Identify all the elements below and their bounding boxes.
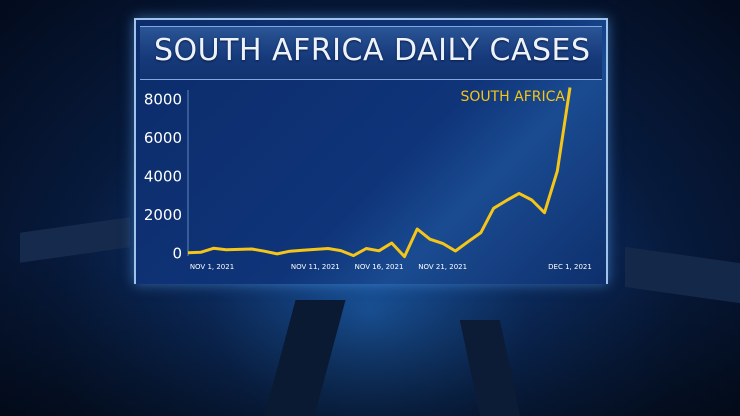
x-tick-label: NOV 21, 2021 xyxy=(418,263,467,271)
x-tick-label: NOV 11, 2021 xyxy=(291,263,340,271)
y-tick-label: 4000 xyxy=(144,168,182,186)
x-tick-label: NOV 16, 2021 xyxy=(355,263,404,271)
y-tick-label: 6000 xyxy=(144,129,182,147)
x-tick-label: DEC 1, 2021 xyxy=(548,263,592,271)
chart-title: SOUTH AFRICA DAILY CASES xyxy=(154,33,591,68)
y-tick-label: 8000 xyxy=(144,90,182,108)
title-banner: SOUTH AFRICA DAILY CASES xyxy=(140,26,602,80)
y-tick-label: 2000 xyxy=(144,206,182,224)
y-tick-label: 0 xyxy=(172,245,182,263)
x-tick-label: NOV 1, 2021 xyxy=(190,263,234,271)
series-line-south-africa xyxy=(187,87,572,259)
series-label-south-africa: SOUTH AFRICA xyxy=(460,89,565,105)
